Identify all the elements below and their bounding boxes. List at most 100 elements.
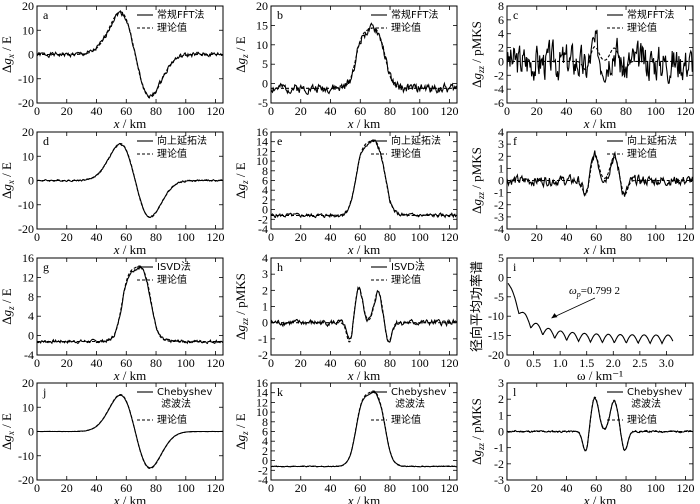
legend-label-method: 向上延拓法 xyxy=(157,134,207,147)
y-tick-label: 5 xyxy=(262,57,268,71)
method-line xyxy=(271,139,457,219)
x-tick-label: 80 xyxy=(620,481,632,495)
y-tick-label: -5 xyxy=(258,96,268,110)
x-axis-unit: / km xyxy=(120,242,147,257)
x-tick-label: 20 xyxy=(61,356,73,370)
y-axis-var: g xyxy=(0,58,14,65)
plot-frame xyxy=(36,257,224,356)
method-line xyxy=(507,29,693,84)
x-tick-label: 1.5 xyxy=(579,356,594,370)
annotation-subscript: p xyxy=(576,290,581,299)
x-axis-var: x xyxy=(583,242,590,257)
x-tick-label: 100 xyxy=(177,230,195,244)
y-axis-unit: / pMKS xyxy=(469,147,484,192)
x-tick-label: 60 xyxy=(590,481,602,495)
x-tick-label: 80 xyxy=(150,104,162,118)
x-tick-label: 40 xyxy=(325,481,337,495)
y-axis-var: g xyxy=(233,183,248,190)
y-tick-label: -10 xyxy=(18,72,34,86)
x-tick-label: 40 xyxy=(91,104,103,118)
y-tick-label: 4 xyxy=(262,434,268,448)
y-tick-label: -1 xyxy=(258,332,268,346)
annotation-omega: ω xyxy=(569,285,577,297)
annotation-arrowhead xyxy=(551,313,558,319)
y-tick-label: 0 xyxy=(28,425,34,439)
y-tick-label: 0 xyxy=(262,454,268,468)
x-axis-label: x / km xyxy=(113,242,147,257)
y-tick-label: -2 xyxy=(494,68,504,82)
x-tick-label: 100 xyxy=(647,104,665,118)
x-tick-label: 80 xyxy=(620,104,632,118)
y-tick-label: 10 xyxy=(22,400,34,414)
x-tick-label: 60 xyxy=(354,104,366,118)
x-tick-label: 80 xyxy=(384,104,396,118)
x-tick-label: 60 xyxy=(590,230,602,244)
y-axis-label: Δgzz / pMKS xyxy=(469,147,486,214)
theory-line xyxy=(271,287,457,343)
panel-letter: f xyxy=(513,134,517,148)
x-tick-label: 100 xyxy=(411,230,429,244)
y-tick-label: 10 xyxy=(256,405,268,419)
x-axis-label: x / km xyxy=(347,116,381,131)
x-tick-label: 0 xyxy=(504,481,510,495)
x-axis-label: x / km xyxy=(113,493,147,504)
x-axis-var: x xyxy=(113,368,120,383)
x-tick-label: 80 xyxy=(150,481,162,495)
y-tick-label: 0 xyxy=(28,174,34,188)
x-tick-label: 60 xyxy=(120,230,132,244)
y-axis-unit: / E xyxy=(233,162,248,180)
y-axis-delta: Δ xyxy=(469,79,484,87)
y-axis-subscript: zz xyxy=(476,191,486,200)
x-tick-label: 20 xyxy=(531,230,543,244)
y-axis-var: g xyxy=(469,198,484,205)
y-tick-label: 6 xyxy=(262,174,268,188)
panel-letter: d xyxy=(43,134,49,148)
x-tick-label: 120 xyxy=(207,104,225,118)
x-tick-label: 0 xyxy=(504,104,510,118)
x-tick-label: 2.0 xyxy=(606,356,621,370)
x-tick-label: 120 xyxy=(207,356,225,370)
x-tick-label: 20 xyxy=(61,481,73,495)
x-axis-unit: / km xyxy=(120,368,147,383)
legend-label-theory: 理论值 xyxy=(157,147,187,160)
x-tick-label: 40 xyxy=(561,230,573,244)
legend-label-method: Chebyshev xyxy=(157,387,212,398)
y-tick-label: 2 xyxy=(498,149,504,163)
y-axis-subscript: zz xyxy=(476,442,486,451)
y-tick-label: 6 xyxy=(498,13,504,27)
panel-letter: j xyxy=(42,385,46,399)
x-tick-label: 120 xyxy=(207,481,225,495)
annotation-value: =0.799 2 xyxy=(581,285,620,297)
legend-label-method: 常规FFT法 xyxy=(157,8,204,21)
y-axis-label: Δgz / E xyxy=(0,288,16,325)
y-axis-unit: / pMKS xyxy=(469,21,484,66)
y-tick-label: 0 xyxy=(498,174,504,188)
y-tick-label: 4 xyxy=(498,27,504,41)
x-axis-var: x xyxy=(583,493,590,504)
y-tick-label: -4 xyxy=(258,222,268,236)
x-axis-unit: / km xyxy=(354,242,381,257)
x-axis-unit: / km xyxy=(590,242,617,257)
legend-label-theory: 理论值 xyxy=(627,147,657,160)
x-tick-label: 20 xyxy=(295,481,307,495)
panel-letter: h xyxy=(277,260,283,274)
y-tick-label: 0 xyxy=(262,77,268,91)
y-tick-label: 0 xyxy=(28,329,34,343)
x-axis-label: ω / km⁻¹ xyxy=(577,368,623,383)
x-tick-label: 0 xyxy=(34,104,40,118)
panel-letter: b xyxy=(277,8,283,22)
y-tick-label: 1 xyxy=(498,408,504,422)
y-tick-label: 0 xyxy=(262,203,268,217)
y-axis-label: Δgz / E xyxy=(233,413,250,450)
x-tick-label: 0 xyxy=(504,356,510,370)
x-axis-var: x xyxy=(583,116,590,131)
y-axis-subscript: z xyxy=(240,431,250,436)
y-tick-label: -20 xyxy=(488,348,504,362)
x-tick-label: 100 xyxy=(177,481,195,495)
